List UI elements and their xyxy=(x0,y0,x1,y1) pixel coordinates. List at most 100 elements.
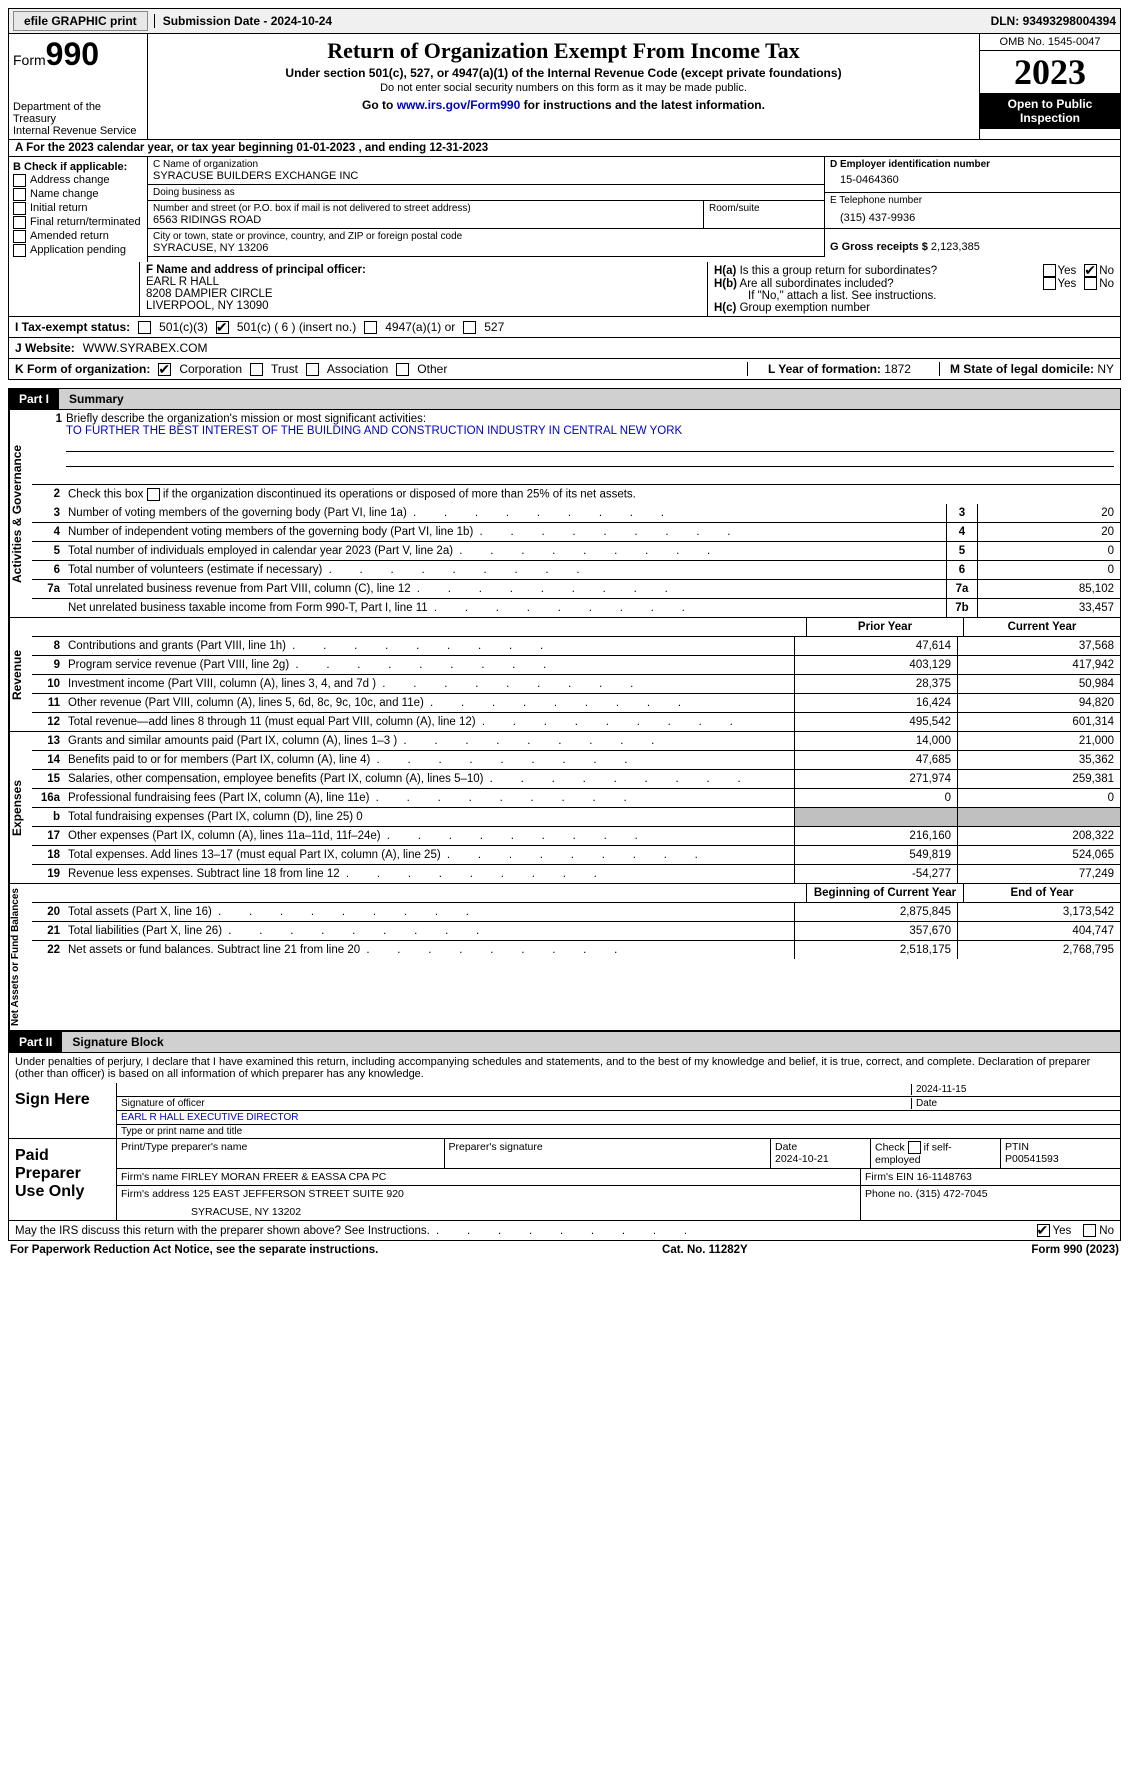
final-return-checkbox[interactable] xyxy=(13,216,26,229)
revenue-row: 8 Contributions and grants (Part VIII, l… xyxy=(32,637,1120,656)
discuss-yes-checkbox[interactable] xyxy=(1037,1224,1050,1237)
4947-checkbox[interactable] xyxy=(364,321,377,334)
governance-vlabel: Activities & Governance xyxy=(9,410,32,617)
revenue-section: Revenue Prior Year Current Year 8 Contri… xyxy=(8,618,1121,732)
check-applicable-column: B Check if applicable: Address change Na… xyxy=(9,157,148,262)
room-cell: Room/suite xyxy=(704,201,825,229)
expense-row: 17 Other expenses (Part IX, column (A), … xyxy=(32,827,1120,846)
expense-row: b Total fundraising expenses (Part IX, c… xyxy=(32,808,1120,827)
street-cell: Number and street (or P.O. box if mail i… xyxy=(148,201,704,229)
hb-no-checkbox[interactable] xyxy=(1084,277,1097,290)
officer-sign-date: 2024-11-15 xyxy=(911,1084,1116,1095)
irs-discuss-row: May the IRS discuss this return with the… xyxy=(8,1221,1121,1241)
501c-checkbox[interactable] xyxy=(216,321,229,334)
tax-year-range: A For the 2023 calendar year, or tax yea… xyxy=(8,140,1121,157)
discuss-no-checkbox[interactable] xyxy=(1083,1224,1096,1237)
phone-cell: E Telephone number (315) 437-9936 xyxy=(825,193,1120,229)
part-1-header: Part I Summary xyxy=(8,388,1121,410)
form-footer: Form 990 (2023) xyxy=(1031,1244,1119,1256)
discontinued-checkbox[interactable] xyxy=(147,488,160,501)
omb-number: OMB No. 1545-0047 xyxy=(980,34,1120,51)
activities-governance-section: Activities & Governance 1Briefly describ… xyxy=(8,410,1121,618)
expense-row: 19 Revenue less expenses. Subtract line … xyxy=(32,865,1120,883)
revenue-row: 9 Program service revenue (Part VIII, li… xyxy=(32,656,1120,675)
summary-row: 4 Number of independent voting members o… xyxy=(32,523,1120,542)
paid-preparer-section: Paid Preparer Use Only Print/Type prepar… xyxy=(8,1139,1121,1221)
paid-preparer-label: Paid Preparer Use Only xyxy=(9,1139,117,1220)
org-name-cell: C Name of organization SYRACUSE BUILDERS… xyxy=(148,157,825,185)
penalties-statement: Under penalties of perjury, I declare th… xyxy=(8,1053,1121,1083)
association-checkbox[interactable] xyxy=(306,363,319,376)
form-title-box: Return of Organization Exempt From Incom… xyxy=(148,34,979,139)
address-change-checkbox[interactable] xyxy=(13,174,26,187)
expenses-vlabel: Expenses xyxy=(9,732,32,883)
hb-yes-checkbox[interactable] xyxy=(1043,277,1056,290)
ha-yes-checkbox[interactable] xyxy=(1043,264,1056,277)
dba-cell: Doing business as xyxy=(148,185,825,201)
trust-checkbox[interactable] xyxy=(250,363,263,376)
initial-return-checkbox[interactable] xyxy=(13,202,26,215)
net-assets-row: 22 Net assets or fund balances. Subtract… xyxy=(32,941,1120,959)
prep-name-header: Print/Type preparer's name xyxy=(117,1139,444,1169)
revenue-row: 10 Investment income (Part VIII, column … xyxy=(32,675,1120,694)
expense-row: 16a Professional fundraising fees (Part … xyxy=(32,789,1120,808)
revenue-vlabel: Revenue xyxy=(9,618,32,731)
gross-receipts-cell: G Gross receipts $ 2,123,385 xyxy=(825,229,1120,255)
cat-no: Cat. No. 11282Y xyxy=(662,1244,748,1256)
city-cell: City or town, state or province, country… xyxy=(148,229,825,257)
ha-no-checkbox[interactable] xyxy=(1084,264,1097,277)
prep-sig-header: Preparer's signature xyxy=(444,1139,771,1169)
sign-here-label: Sign Here xyxy=(9,1083,117,1138)
application-pending-checkbox[interactable] xyxy=(13,244,26,257)
top-bar: efile GRAPHIC print Submission Date - 20… xyxy=(8,8,1121,34)
other-checkbox[interactable] xyxy=(396,363,409,376)
revenue-row: 11 Other revenue (Part VIII, column (A),… xyxy=(32,694,1120,713)
name-change-checkbox[interactable] xyxy=(13,188,26,201)
ein-cell: D Employer identification number 15-0464… xyxy=(825,157,1120,193)
form-year-box: OMB No. 1545-0047 2023 Open to Public In… xyxy=(979,34,1120,139)
form-subtitle-2: Do not enter social security numbers on … xyxy=(152,82,975,94)
form990-link[interactable]: www.irs.gov/Form990 xyxy=(397,98,521,112)
officer-name-link[interactable]: EARL R HALL EXECUTIVE DIRECTOR xyxy=(121,1112,298,1123)
net-assets-vlabel: Net Assets or Fund Balances xyxy=(9,884,32,1030)
paperwork-notice: For Paperwork Reduction Act Notice, see … xyxy=(10,1244,378,1256)
ein-phone-column: D Employer identification number 15-0464… xyxy=(825,157,1120,262)
form-header: Form990 Department of the Treasury Inter… xyxy=(8,34,1121,140)
submission-date: Submission Date - 2024-10-24 xyxy=(154,14,332,28)
summary-row: 6 Total number of volunteers (estimate i… xyxy=(32,561,1120,580)
summary-row: 7a Total unrelated business revenue from… xyxy=(32,580,1120,599)
amended-return-checkbox[interactable] xyxy=(13,230,26,243)
net-column-headers: Beginning of Current Year End of Year xyxy=(32,884,1120,903)
net-assets-row: 20 Total assets (Part X, line 16) 2,875,… xyxy=(32,903,1120,922)
expenses-section: Expenses 13 Grants and similar amounts p… xyxy=(8,732,1121,884)
website-row: J Website: WWW.SYRABEX.COM xyxy=(8,338,1121,359)
efile-print-button[interactable]: efile GRAPHIC print xyxy=(13,11,148,31)
sig-officer-label: Signature of officer xyxy=(121,1098,911,1109)
form-of-org-row: K Form of organization: Corporation Trus… xyxy=(8,359,1121,380)
summary-row: 5 Total number of individuals employed i… xyxy=(32,542,1120,561)
expense-row: 15 Salaries, other compensation, employe… xyxy=(32,770,1120,789)
group-return-cell: H(a) Is this a group return for subordin… xyxy=(708,262,1120,316)
net-assets-row: 21 Total liabilities (Part X, line 26) 3… xyxy=(32,922,1120,941)
dln: DLN: 93493298004394 xyxy=(991,14,1116,28)
form-subtitle-1: Under section 501(c), 527, or 4947(a)(1)… xyxy=(152,66,975,80)
form-title: Return of Organization Exempt From Incom… xyxy=(152,38,975,64)
self-employed-checkbox[interactable] xyxy=(908,1141,921,1154)
dept-treasury: Department of the Treasury xyxy=(13,101,143,125)
form-number-box: Form990 Department of the Treasury Inter… xyxy=(9,34,148,139)
expense-row: 13 Grants and similar amounts paid (Part… xyxy=(32,732,1120,751)
open-public-badge: Open to Public Inspection xyxy=(980,93,1120,129)
501c3-checkbox[interactable] xyxy=(138,321,151,334)
officer-cell: F Name and address of principal officer:… xyxy=(140,262,708,316)
org-info-column: C Name of organization SYRACUSE BUILDERS… xyxy=(148,157,825,262)
mission-text[interactable]: TO FURTHER THE BEST INTEREST OF THE BUIL… xyxy=(66,425,682,437)
ptin-cell: PTINP00541593 xyxy=(1000,1139,1120,1169)
revenue-row: 12 Total revenue—add lines 8 through 11 … xyxy=(32,713,1120,731)
527-checkbox[interactable] xyxy=(463,321,476,334)
irs-label: Internal Revenue Service xyxy=(13,125,143,137)
firm-phone-cell: Phone no. (315) 472-7045 xyxy=(860,1186,1120,1220)
identification-section: B Check if applicable: Address change Na… xyxy=(8,157,1121,262)
firm-address-cell: Firm's address 125 EAST JEFFERSON STREET… xyxy=(117,1186,860,1220)
tax-year: 2023 xyxy=(980,51,1120,93)
corporation-checkbox[interactable] xyxy=(158,363,171,376)
